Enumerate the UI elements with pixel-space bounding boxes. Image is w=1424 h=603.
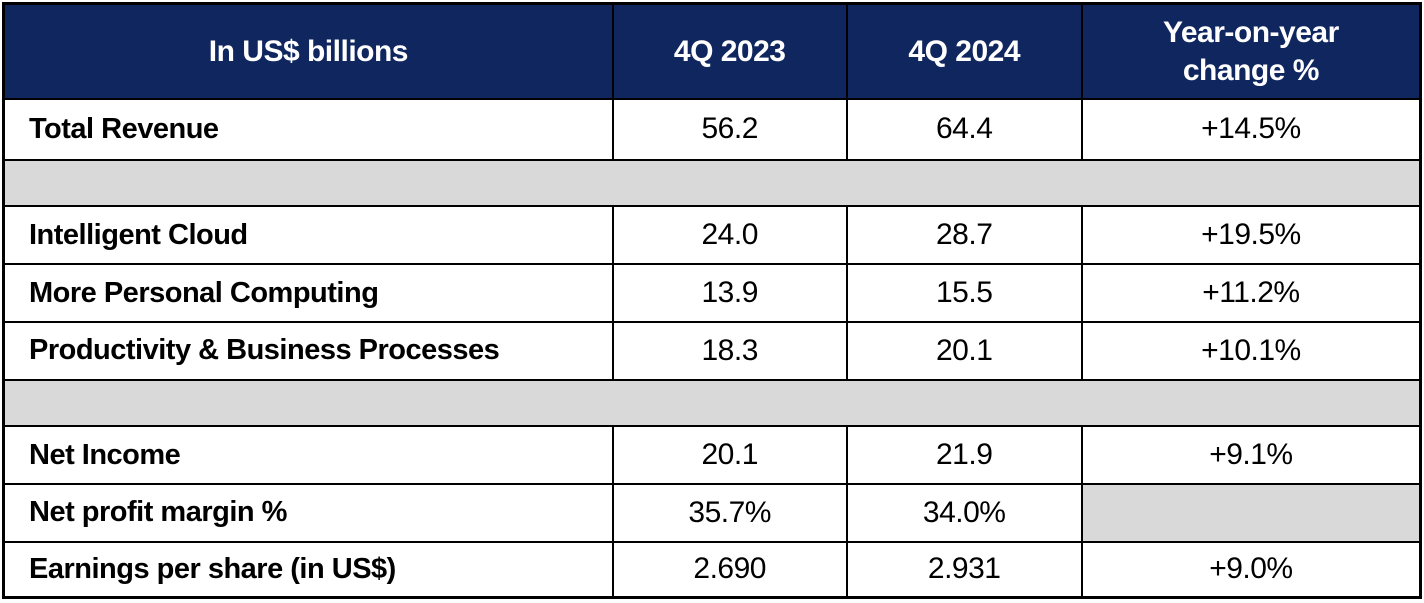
value-yoy-change-empty [1080, 482, 1422, 543]
value-4q2024: 64.4 [845, 98, 1083, 161]
header-cell-4q2024: 4Q 2024 [845, 2, 1083, 100]
table-header: In US$ billions 4Q 2023 4Q 2024 Year-on-… [2, 2, 1422, 100]
row-label: Net Income [2, 425, 614, 485]
header-4q2024-label: 4Q 2024 [908, 34, 1020, 68]
row-label: Productivity & Business Processes [2, 320, 614, 381]
row-label: Total Revenue [2, 98, 614, 161]
header-4q2023-label: 4Q 2023 [673, 34, 786, 68]
table-body: Total Revenue 56.2 64.4 +14.5% Intellige… [2, 98, 1422, 599]
value-4q2024: 2.931 [845, 540, 1083, 599]
row-label: Net profit margin % [2, 482, 614, 543]
value-yoy-change: +14.5% [1080, 98, 1422, 161]
value-yoy-change: +10.1% [1080, 320, 1422, 381]
row-label: Earnings per share (in US$) [2, 540, 614, 599]
header-yoy-line2: change % [1182, 53, 1320, 87]
value-4q2023: 24.0 [611, 205, 848, 266]
value-4q2023: 20.1 [611, 425, 848, 485]
spacer-band [2, 378, 1422, 428]
value-4q2023: 35.7% [611, 482, 848, 543]
table-row-more-personal-computing: More Personal Computing 13.9 15.5 +11.2% [2, 263, 1422, 323]
header-cell-units: In US$ billions [2, 2, 614, 100]
spacer-band [2, 158, 1422, 208]
table-row-total-revenue: Total Revenue 56.2 64.4 +14.5% [2, 98, 1422, 161]
table-row-earnings-per-share: Earnings per share (in US$) 2.690 2.931 … [2, 540, 1422, 599]
value-yoy-change: +11.2% [1080, 263, 1422, 323]
table-row-net-profit-margin: Net profit margin % 35.7% 34.0% [2, 482, 1422, 543]
value-4q2023: 13.9 [611, 263, 848, 323]
header-cell-4q2023: 4Q 2023 [611, 2, 848, 100]
spacer-row [2, 378, 1422, 428]
value-yoy-change: +9.1% [1080, 425, 1422, 485]
header-cell-yoy-change: Year-on-year change % [1080, 2, 1422, 100]
value-4q2023: 56.2 [611, 98, 848, 161]
header-units-label: In US$ billions [208, 34, 409, 68]
table-row-productivity-business-processes: Productivity & Business Processes 18.3 2… [2, 320, 1422, 381]
header-row: In US$ billions 4Q 2023 4Q 2024 Year-on-… [2, 2, 1422, 100]
table-row-net-income: Net Income 20.1 21.9 +9.1% [2, 425, 1422, 485]
value-4q2024: 21.9 [845, 425, 1083, 485]
value-yoy-change: +19.5% [1080, 205, 1422, 266]
value-4q2024: 34.0% [845, 482, 1083, 543]
value-yoy-change: +9.0% [1080, 540, 1422, 599]
row-label: More Personal Computing [2, 263, 614, 323]
row-label: Intelligent Cloud [2, 205, 614, 266]
value-4q2024: 28.7 [845, 205, 1083, 266]
value-4q2023: 2.690 [611, 540, 848, 599]
header-yoy-line1: Year-on-year [1163, 16, 1339, 49]
table-row-intelligent-cloud: Intelligent Cloud 24.0 28.7 +19.5% [2, 205, 1422, 266]
spacer-row [2, 158, 1422, 208]
value-4q2024: 15.5 [845, 263, 1083, 323]
value-4q2023: 18.3 [611, 320, 848, 381]
value-4q2024: 20.1 [845, 320, 1083, 381]
